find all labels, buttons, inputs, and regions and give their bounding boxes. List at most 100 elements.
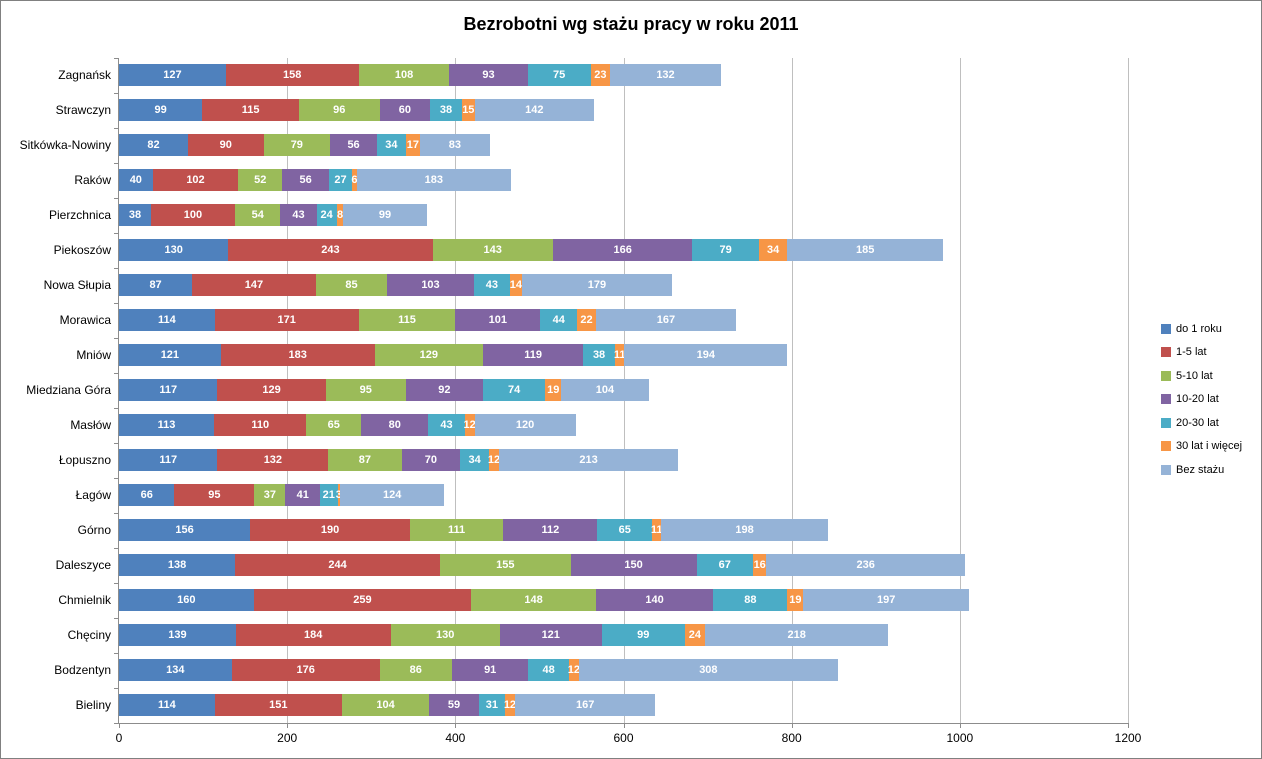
bar-segment: 218: [705, 624, 889, 646]
category-tick-mark: [114, 443, 118, 444]
bar-segment: 121: [119, 344, 221, 366]
bar-segment: 185: [787, 239, 943, 261]
bar-value-label: 167: [656, 314, 676, 326]
category-tick-mark: [114, 478, 118, 479]
bar-value-label: 103: [421, 279, 440, 291]
bar-segment: 80: [361, 414, 429, 436]
stacked-bar: 99 115 96 60 38 15 142: [119, 99, 1128, 121]
bar-segment: 12: [463, 414, 476, 436]
category-tick-mark: [114, 128, 118, 129]
bar-segment: 12: [568, 659, 580, 681]
stacked-bar: 138 244 155 150 67 16 236: [119, 554, 1128, 576]
bar-segment: 110: [214, 414, 307, 436]
bar-value-label: 183: [288, 349, 307, 361]
bar-value-label: 85: [345, 279, 358, 291]
bar-value-label: 8: [337, 209, 344, 221]
legend-item: Bez stażu: [1161, 458, 1242, 482]
bar-value-label: 120: [515, 419, 535, 431]
stacked-bar: 134 176 86 91 48 12 308: [119, 659, 1128, 681]
bar-segment: 27: [329, 169, 352, 191]
bar-segment: 115: [202, 99, 299, 121]
bar-value-label: 129: [262, 384, 281, 396]
bar-segment: 82: [119, 134, 188, 156]
bar-value-label: 65: [327, 419, 340, 431]
bar-segment: 59: [429, 694, 479, 716]
bar-segment: 155: [440, 554, 571, 576]
bar-value-label: 166: [613, 244, 632, 256]
bar-value-label: 34: [468, 454, 481, 466]
category-tick-mark: [114, 583, 118, 584]
bar-segment: 24: [316, 204, 337, 226]
bar-value-label: 108: [394, 69, 414, 81]
x-axis-label: 400: [445, 731, 466, 745]
bar-segment: 104: [561, 379, 649, 401]
bar-value-label: 54: [251, 209, 264, 221]
bar-segment: 87: [328, 449, 402, 471]
bar-row: 130 243 143 166 79 34 185: [119, 233, 1128, 268]
bar-value-label: 65: [618, 524, 631, 536]
bar-segment: 112: [503, 519, 598, 541]
bar-value-label: 104: [595, 384, 615, 396]
gridline: [791, 58, 793, 723]
x-axis-label: 600: [613, 731, 634, 745]
bar-segment: 176: [231, 659, 380, 681]
bar-segment: 14: [510, 274, 522, 296]
bar-segment: 148: [471, 589, 596, 611]
bar-segment: 86: [379, 659, 452, 681]
bar-row: 114 171 115 101 44 22 167: [119, 303, 1128, 338]
bar-value-label: 52: [254, 174, 267, 186]
bar-segment: 171: [214, 309, 359, 331]
bar-value-label: 93: [482, 69, 495, 81]
bar-value-label: 130: [164, 244, 183, 256]
bar-segment: 213: [499, 449, 679, 471]
bar-value-label: 244: [328, 559, 347, 571]
bar-value-label: 121: [541, 629, 560, 641]
bar-segment: 117: [119, 379, 218, 401]
stacked-bar: 87 147 85 103 43 14 179: [119, 274, 1128, 296]
bar-segment: 6: [351, 169, 357, 191]
bar-value-label: 38: [439, 104, 453, 116]
bar-value-label: 3: [335, 489, 342, 501]
bar-value-label: 104: [376, 699, 395, 711]
bar-segment: 115: [358, 309, 456, 331]
bar-segment: 92: [405, 379, 484, 401]
legend-item: 5-10 lat: [1161, 364, 1242, 388]
plot-area: 127 158 108 93 75 23 132 99 115 96 60 38 15 142 82 90 79…: [119, 58, 1129, 723]
category-tick-mark: [114, 513, 118, 514]
bar-segment: 113: [119, 414, 214, 436]
bar-value-label: 59: [447, 699, 461, 711]
bar-value-label: 60: [398, 104, 411, 116]
bar-value-label: 41: [296, 489, 309, 501]
bar-value-label: 24: [320, 209, 333, 221]
bar-value-label: 27: [334, 174, 347, 186]
bar-segment: 56: [282, 169, 330, 191]
legend-label: 1-5 lat: [1176, 346, 1207, 359]
category-tick-mark: [114, 58, 118, 59]
category-label: Morawica: [59, 313, 111, 327]
bar-segment: 12: [488, 449, 500, 471]
bar-value-label: 176: [296, 664, 315, 676]
bar-segment: 132: [217, 449, 329, 471]
bar-value-label: 160: [177, 594, 196, 606]
bar-value-label: 88: [744, 594, 757, 606]
stacked-bar: 114 151 104 59 31 12 167: [119, 694, 1128, 716]
bar-segment: 120: [474, 414, 576, 436]
bar-value-label: 117: [159, 384, 178, 396]
bar-value-label: 37: [263, 489, 277, 501]
bar-value-label: 190: [320, 524, 340, 536]
bar-value-label: 87: [358, 454, 372, 466]
bar-row: 121 183 129 119 38 11 194: [119, 338, 1128, 373]
bar-segment: 183: [356, 169, 511, 191]
bar-segment: 48: [528, 659, 569, 681]
bar-segment: 65: [597, 519, 653, 541]
x-tick-mark: [455, 724, 457, 728]
bar-value-label: 24: [688, 629, 702, 641]
bar-segment: 8: [336, 204, 344, 226]
bar-segment: 34: [758, 239, 788, 261]
bar-segment: 184: [235, 624, 391, 646]
bar-segment: 31: [478, 694, 505, 716]
bar-segment: 38: [430, 99, 463, 121]
bar-value-label: 121: [160, 349, 180, 361]
bar-segment: 75: [527, 64, 591, 86]
category-label: Chmielnik: [58, 593, 111, 607]
